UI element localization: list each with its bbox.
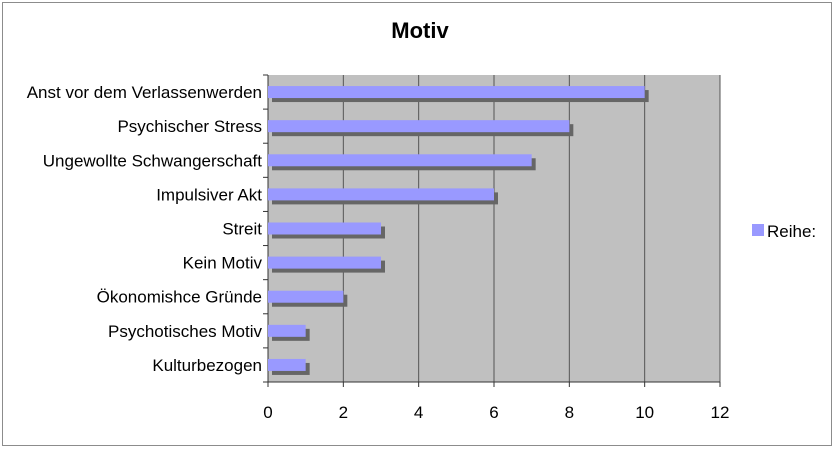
x-tick-label: 6: [489, 403, 498, 422]
category-label: Kein Motiv: [183, 254, 263, 273]
legend-swatch: [752, 224, 764, 236]
bar: [268, 256, 381, 269]
x-tick-label: 12: [711, 403, 730, 422]
category-label: Anst vor dem Verlassenwerden: [27, 83, 262, 102]
bar: [268, 222, 381, 235]
category-label: Psychotisches Motiv: [108, 322, 262, 341]
category-label: Ökonomishce Gründe: [97, 288, 262, 307]
bar: [268, 188, 494, 201]
bar: [268, 154, 532, 167]
category-label: Kulturbezogen: [152, 356, 262, 375]
bar: [268, 120, 570, 133]
bar: [268, 290, 344, 303]
category-label: Psychischer Stress: [117, 117, 262, 136]
x-tick-label: 4: [414, 403, 423, 422]
legend-label: Reihe:: [767, 222, 816, 241]
x-tick-label: 0: [263, 403, 272, 422]
category-label: Ungewollte Schwangerschaft: [43, 151, 263, 170]
category-label: Streit: [222, 220, 262, 239]
bar: [268, 86, 645, 99]
chart-title: Motiv: [391, 18, 449, 43]
bar: [268, 324, 306, 337]
x-tick-label: 8: [565, 403, 574, 422]
x-tick-label: 10: [635, 403, 654, 422]
x-tick-label: 2: [339, 403, 348, 422]
legend: Reihe:: [752, 222, 816, 241]
plot-area: Anst vor dem Verlassenwerden Psychischer …: [27, 74, 730, 422]
category-label: Impulsiver Akt: [156, 185, 262, 204]
bar: [268, 358, 306, 371]
